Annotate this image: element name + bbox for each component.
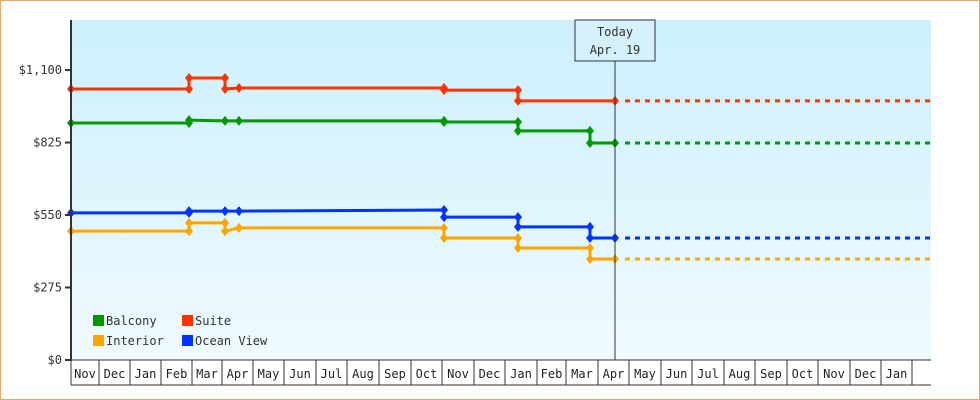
month-label: Nov [74,367,96,381]
month-label: Mar [571,367,593,381]
series-interior [67,217,931,265]
month-label: Nov [823,367,845,381]
data-point-marker[interactable] [221,84,229,95]
y-tick-label: $0 [48,353,62,367]
data-point-marker[interactable] [440,85,448,96]
data-point-marker[interactable] [586,242,594,253]
legend-label: Ocean View [195,334,268,348]
month-label: Sep [760,367,782,381]
data-point-marker[interactable] [514,212,522,223]
today-date: Apr. 19 [590,43,641,57]
month-label: Dec [479,367,501,381]
y-axis-ticks: $0 $275 $550 $825 $1,100 [19,63,71,367]
month-label: May [258,367,280,381]
month-label: Dec [104,367,126,381]
legend: Balcony Suite Interior Ocean View [93,314,268,348]
month-label: Feb [541,367,563,381]
data-point-marker[interactable] [185,206,193,217]
data-point-marker[interactable] [514,95,522,106]
legend-label: Balcony [106,314,157,328]
month-label: Mar [196,367,218,381]
month-label: Jul [321,367,343,381]
data-point-marker[interactable] [514,221,522,232]
data-point-marker[interactable] [514,125,522,136]
legend-label: Interior [106,334,164,348]
month-label: Nov [447,367,469,381]
month-label: Jul [697,367,719,381]
data-point-marker[interactable] [235,115,243,126]
data-point-marker[interactable] [185,226,193,237]
legend-item-interior[interactable]: Interior [93,334,164,348]
month-label: Jun [289,367,311,381]
legend-swatch [93,335,104,346]
data-point-marker[interactable] [514,232,522,243]
data-point-marker[interactable] [221,206,229,217]
data-point-marker[interactable] [235,222,243,233]
y-tick-label: $550 [33,208,62,222]
month-label: Jan [510,367,532,381]
data-point-marker[interactable] [514,116,522,127]
data-point-marker[interactable] [514,242,522,253]
data-point-marker[interactable] [440,116,448,127]
data-point-marker[interactable] [440,205,448,216]
month-label: Apr [603,367,625,381]
month-label: Apr [227,367,249,381]
month-label: Feb [166,367,188,381]
month-label: Jan [135,367,157,381]
legend-swatch [182,335,193,346]
data-point-marker[interactable] [221,115,229,126]
data-point-marker[interactable] [586,232,594,243]
y-tick-label: $825 [33,136,62,150]
month-label: Aug [729,367,751,381]
data-point-marker[interactable] [586,221,594,232]
y-tick-label: $275 [33,281,62,295]
data-point-marker[interactable] [235,206,243,217]
today-label-box [574,19,656,62]
month-label: Jan [886,367,908,381]
x-axis-months: Nov Dec Jan Feb Mar Apr May Jun Jul Aug Sep Oct Nov D… [70,359,931,386]
data-point-marker[interactable] [440,212,448,223]
data-point-marker[interactable] [185,217,193,228]
data-point-marker[interactable] [185,115,193,126]
month-label: Oct [416,367,438,381]
data-point-marker[interactable] [586,254,594,265]
legend-item-balcony[interactable]: Balcony [93,314,157,328]
data-point-marker[interactable] [586,138,594,149]
today-label: Today [597,25,633,39]
legend-swatch [182,315,193,326]
data-point-marker[interactable] [185,72,193,83]
month-label: Dec [855,367,877,381]
legend-label: Suite [195,314,231,328]
data-point-marker[interactable] [514,85,522,96]
today-marker: Today Apr. 19 [574,19,656,360]
month-label: Aug [352,367,374,381]
month-label: Sep [384,367,406,381]
data-point-marker[interactable] [185,84,193,95]
month-label: Jun [666,367,688,381]
series-layer [67,72,931,265]
legend-item-ocean-view[interactable]: Ocean View [182,334,268,348]
data-point-marker[interactable] [440,232,448,243]
month-label: May [634,367,656,381]
data-point-marker[interactable] [221,226,229,237]
legend-swatch [93,315,104,326]
month-label: Oct [792,367,814,381]
data-point-marker[interactable] [221,217,229,228]
legend-item-suite[interactable]: Suite [182,314,231,328]
data-point-marker[interactable] [221,72,229,83]
data-point-marker[interactable] [235,82,243,93]
series-suite [67,72,931,106]
y-tick-label: $1,100 [19,63,62,77]
data-point-marker[interactable] [440,222,448,233]
plot-area [71,20,931,360]
series-balcony [67,115,931,149]
data-point-marker[interactable] [586,125,594,136]
